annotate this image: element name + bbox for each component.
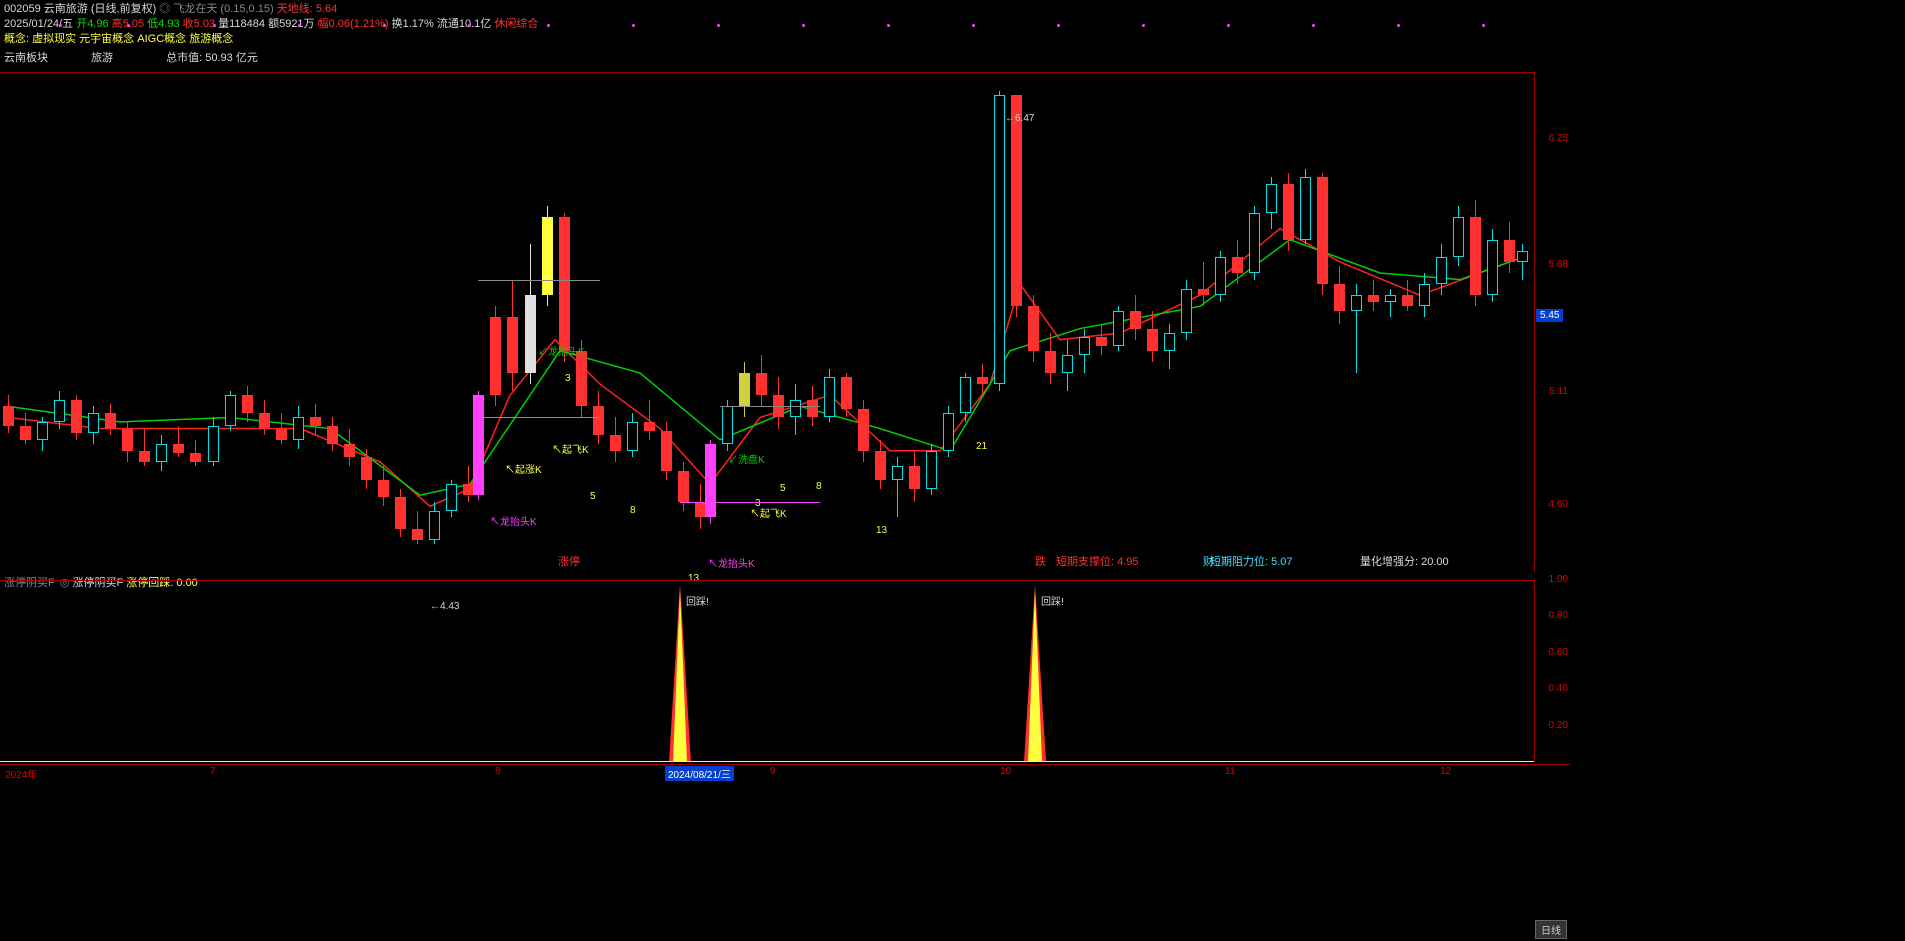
- chart-header: 002059 云南旅游 (日线,前复权) ◎ 飞龙在天 (0.15,0.15) …: [0, 0, 1905, 70]
- watch-icon[interactable]: ◎: [159, 3, 170, 15]
- price-extreme-label: ←6.47: [1005, 113, 1034, 124]
- time-tick[interactable]: 2024/08/21/三: [665, 766, 734, 781]
- support-line: [478, 417, 600, 418]
- chart-annotation: ↙洗盘K: [728, 451, 765, 466]
- time-tick[interactable]: 10: [1000, 766, 1011, 777]
- spike-label: 回踩!: [1041, 593, 1064, 608]
- time-tick[interactable]: 9: [770, 766, 776, 777]
- chart-annotation: 3: [565, 373, 571, 384]
- info-item: 短期支撑位: 4.95: [1056, 553, 1139, 569]
- chart-annotation: ↖起涨K: [505, 461, 542, 476]
- concept-tag[interactable]: 元宇宙概念: [76, 33, 134, 45]
- support-line: [720, 406, 820, 407]
- time-axis: 2024年 7 8 2024/08/21/三 9 10 11 12: [0, 764, 1570, 780]
- spike-label: 回踩!: [686, 593, 709, 608]
- chart-annotation: ↖起飞K: [552, 441, 589, 456]
- industry-label[interactable]: 旅游: [91, 52, 113, 64]
- concept-tag[interactable]: AIGC概念: [134, 33, 186, 45]
- chart-annotation: 21: [976, 441, 987, 452]
- info-item: 量化增强分: 20.00: [1360, 553, 1449, 569]
- concept-tag[interactable]: 虚拟现实: [32, 33, 76, 45]
- info-item: 短期阻力位: 5.07: [1210, 553, 1293, 569]
- time-tick[interactable]: 11: [1225, 766, 1235, 777]
- time-tick[interactable]: 8: [495, 766, 501, 777]
- chart-annotation: 13: [876, 525, 887, 536]
- sub-axis: 0.200.400.600.801.00: [1535, 580, 1570, 762]
- chart-annotation: 5: [780, 483, 786, 494]
- info-item: 涨停: [558, 553, 580, 569]
- support-line: [680, 502, 820, 503]
- info-item: 跌: [1035, 553, 1046, 569]
- support-line: [478, 280, 600, 281]
- time-tick[interactable]: 7: [210, 766, 216, 777]
- chart-annotation: 3: [755, 498, 761, 509]
- chart-annotation: 8: [630, 505, 636, 516]
- timeframe-label[interactable]: 日线: [1535, 920, 1567, 939]
- region-label[interactable]: 云南板块: [4, 52, 48, 64]
- concept-label: 概念:: [4, 33, 29, 45]
- info-strip: 涨停跌短期支撑位: 4.95财短期阻力位: 5.07量化增强分: 20.00: [0, 545, 1535, 571]
- chart-annotation: 8: [816, 481, 822, 492]
- concept-tag[interactable]: 旅游概念: [186, 33, 233, 45]
- time-tick[interactable]: 2024年: [5, 766, 37, 781]
- chart-annotation: 5: [590, 491, 596, 502]
- chart-annotation: ↙龙抬头K: [538, 343, 585, 358]
- indicator-name[interactable]: 飞龙在天: [173, 3, 217, 15]
- stock-code[interactable]: 002059: [4, 3, 41, 15]
- chart-annotation: ↖龙抬头K: [490, 513, 537, 528]
- sub-indicator-chart[interactable]: 回踩! 回踩!: [0, 580, 1535, 762]
- stock-name[interactable]: 云南旅游: [44, 3, 88, 15]
- time-tick[interactable]: 12: [1440, 766, 1451, 777]
- current-price-tag: 5.45: [1536, 309, 1563, 322]
- concept-list: 虚拟现实 元宇宙概念 AIGC概念 旅游概念: [32, 33, 233, 45]
- main-candlestick-chart[interactable]: ↖龙抬头K↖起涨K↖起飞K↙龙抬头K35813↖龙抬头K↙洗盘K↖起飞K3581…: [0, 72, 1535, 572]
- marker-dots: [0, 24, 1535, 28]
- chart-mode: (日线,前复权): [91, 3, 156, 15]
